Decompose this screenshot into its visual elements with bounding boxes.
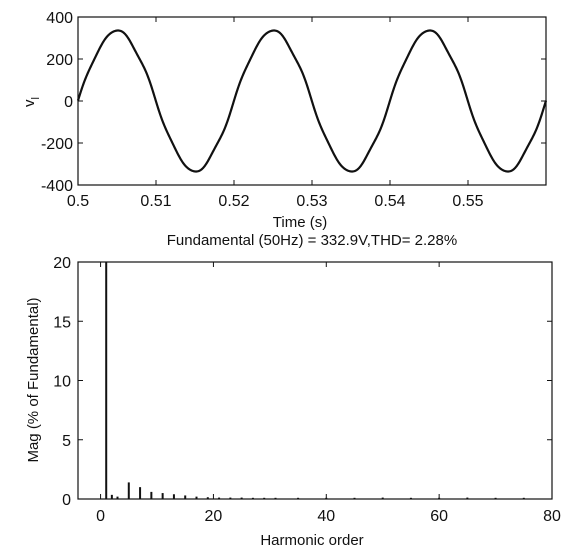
harmonic-bar [150, 491, 153, 499]
harmonic-bar [105, 262, 108, 499]
bottom-x-tick-label: 60 [430, 508, 448, 525]
harmonic-bar [184, 495, 187, 499]
harmonic-bar [494, 497, 497, 499]
top-y-tick-label: 400 [46, 10, 73, 27]
bottom-x-tick-label: 80 [543, 508, 561, 525]
bottom-y-tick-label: 20 [53, 255, 71, 272]
harmonic-bar [172, 494, 175, 499]
bottom-x-tick-label: 20 [205, 508, 223, 525]
harmonic-bar [409, 497, 412, 499]
harmonic-bar [110, 494, 113, 499]
top-x-tick-label: 0.5 [67, 193, 89, 210]
harmonic-bar [263, 497, 266, 499]
harmonic-bar [353, 497, 356, 499]
bottom-chart-title: Fundamental (50Hz) = 332.9V,THD= 2.28% [167, 232, 457, 249]
bottom-x-tick-label: 0 [96, 508, 105, 525]
top-y-tick-label: -200 [41, 136, 73, 153]
harmonic-bar [466, 497, 469, 499]
bottom-y-axis: 20 15 10 5 0 [53, 255, 552, 509]
bottom-plot-frame [77, 261, 553, 500]
harmonic-bar [438, 497, 441, 499]
bottom-x-axis: 0 20 40 60 80 [96, 262, 561, 525]
top-x-tick-label: 0.55 [452, 193, 483, 210]
harmonic-bar [195, 496, 198, 499]
top-x-tick-label: 0.52 [218, 193, 249, 210]
harmonic-bar [116, 496, 119, 499]
top-y-axis-label: vl [21, 97, 42, 107]
top-y-tick-label: 200 [46, 52, 73, 69]
harmonic-bar [522, 497, 525, 499]
harmonic-bar [297, 497, 300, 499]
harmonic-bar [127, 482, 130, 499]
harmonic-bar [218, 497, 221, 499]
harmonic-bar [206, 497, 209, 499]
bottom-y-tick-label: 0 [62, 492, 71, 509]
top-x-axis-label: Time (s) [273, 214, 327, 231]
harmonic-bar [161, 493, 164, 499]
harmonic-bar [240, 497, 243, 499]
bottom-y-tick-label: 10 [53, 374, 71, 391]
harmonic-bar [139, 487, 142, 499]
harmonic-bar [251, 497, 254, 499]
harmonic-bar [325, 497, 328, 499]
top-x-tick-label: 0.51 [140, 193, 171, 210]
top-x-tick-label: 0.54 [374, 193, 405, 210]
bottom-y-axis-label: Mag (% of Fundamental) [25, 297, 42, 462]
top-y-tick-label: -400 [41, 178, 73, 195]
voltage-waveform-line [76, 29, 548, 173]
bottom-y-tick-label: 15 [53, 314, 71, 331]
harmonic-bar [229, 497, 232, 499]
top-x-axis: 0.5 0.51 0.52 0.53 0.54 0.55 [67, 17, 484, 210]
bottom-chart: Fundamental (50Hz) = 332.9V,THD= 2.28% 2… [25, 232, 561, 549]
harmonic-bar [274, 497, 277, 499]
harmonic-bar [381, 497, 384, 499]
bottom-y-tick-label: 5 [62, 433, 71, 450]
top-y-tick-label: 0 [64, 94, 73, 111]
harmonic-bars [105, 262, 525, 499]
top-x-tick-label: 0.53 [296, 193, 327, 210]
top-y-axis: 400 200 0 -200 -400 [41, 10, 546, 195]
bottom-x-tick-label: 40 [317, 508, 335, 525]
bottom-x-axis-label: Harmonic order [260, 532, 363, 549]
